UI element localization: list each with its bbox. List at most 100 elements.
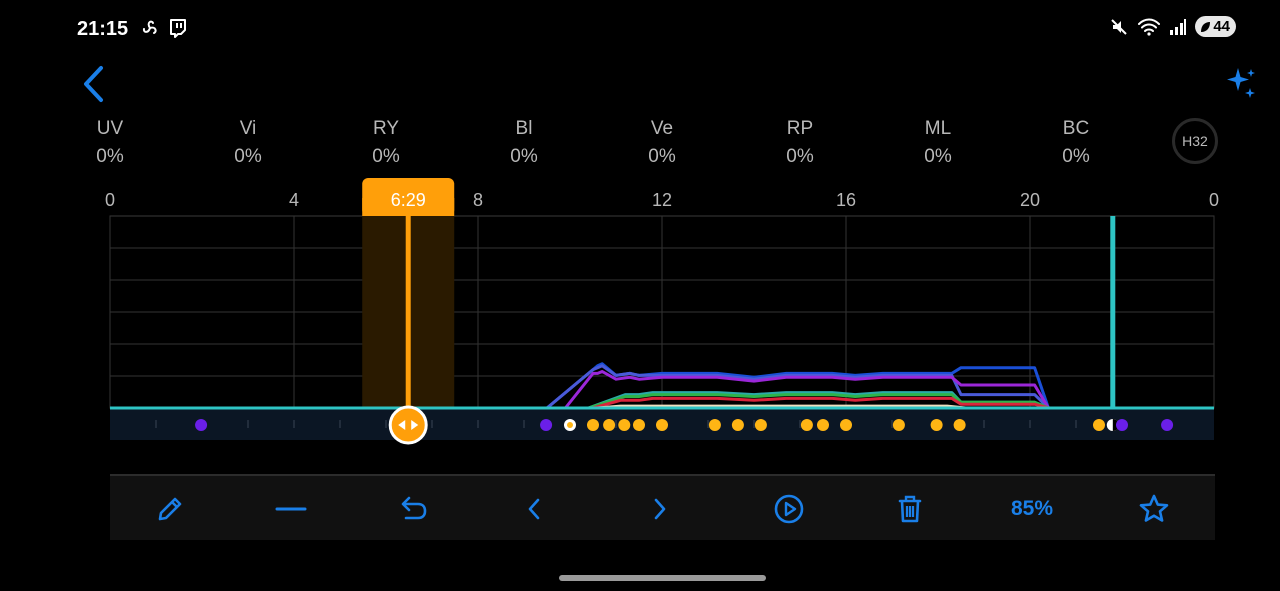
chevron-right-icon (654, 498, 666, 520)
schedule-point-on[interactable] (930, 419, 943, 431)
channel-value: 0% (372, 146, 400, 167)
minus-icon (275, 507, 307, 511)
series-line-6 (592, 396, 1049, 410)
bottom-toolbar: 85% (110, 474, 1215, 540)
light-schedule-chart[interactable]: 0 4 8 12 16 20 0 6:29 (0, 178, 1280, 448)
schedule-point-on[interactable] (892, 419, 905, 431)
channel-value: 0% (96, 146, 124, 167)
series-line-1 (546, 362, 1050, 410)
x-tick-label: 8 (473, 190, 483, 210)
schedule-point-on[interactable] (840, 419, 852, 431)
battery-icon: 44 (1195, 16, 1236, 37)
channel-value: 0% (1062, 146, 1090, 167)
channel-bl: Bl 0% (484, 118, 564, 168)
time-cursor-label: 6:29 (391, 190, 426, 210)
x-tick-label: 16 (836, 190, 856, 210)
schedule-point-on[interactable] (953, 419, 966, 431)
previous-point-button[interactable] (512, 488, 556, 530)
delete-button[interactable] (888, 488, 932, 530)
preview-button[interactable] (767, 488, 811, 530)
schedule-point-on[interactable] (754, 419, 767, 431)
edit-button[interactable] (148, 488, 192, 530)
battery-level: 44 (1213, 18, 1230, 35)
home-indicator[interactable] (559, 575, 766, 581)
time-cursor-handle[interactable] (388, 405, 428, 445)
schedule-point-on[interactable] (1093, 419, 1105, 431)
schedule-point-on[interactable] (587, 419, 599, 431)
sparkle-icon (1227, 68, 1255, 98)
channel-value: 0% (924, 146, 952, 167)
channel-value: 0% (648, 146, 676, 167)
undo-button[interactable] (390, 488, 434, 530)
ai-sparkle-button[interactable] (1222, 66, 1262, 102)
x-tick-label: 0 (105, 190, 115, 210)
channel-label: Vi (239, 118, 257, 139)
favorite-button[interactable] (1132, 488, 1176, 530)
chevron-left-icon (84, 66, 103, 102)
channel-rp: RP 0% (760, 118, 840, 168)
channel-uv: UV 0% (70, 118, 150, 168)
time-cursor-label-bg-bottom (362, 198, 455, 216)
status-icons-left (140, 18, 188, 38)
status-bar: 21:15 (0, 0, 1280, 60)
x-tick-label: 12 (652, 190, 672, 210)
schedule-point-on[interactable] (618, 419, 631, 431)
schedule-point-on[interactable] (800, 419, 813, 431)
device-badge[interactable]: H32 (1172, 118, 1218, 164)
schedule-point-on[interactable] (708, 419, 721, 431)
channel-vi: Vi 0% (208, 118, 288, 168)
x-tick-label: 4 (289, 190, 299, 210)
channel-label: Ve (650, 118, 674, 139)
wifi-icon (1138, 18, 1161, 36)
status-time: 21:15 (77, 18, 129, 40)
series-line-5 (587, 393, 1049, 410)
next-point-button[interactable] (638, 488, 682, 530)
channel-label: Bl (515, 118, 533, 139)
mute-icon (1111, 18, 1128, 35)
channel-value: 0% (510, 146, 538, 167)
schedule-point-off[interactable] (1116, 419, 1128, 431)
battery-leaf-icon (1201, 21, 1211, 32)
remove-point-button[interactable] (269, 488, 313, 530)
channel-values: UV 0% Vi 0% RY 0% Bl 0% Ve 0% RP 0% ML 0… (0, 118, 1280, 174)
zoom-label: 85% (1010, 497, 1054, 520)
schedule-point-off[interactable] (1161, 419, 1174, 431)
zoom-button[interactable]: 85% (1000, 488, 1064, 530)
schedule-point-on[interactable] (656, 419, 668, 431)
twitch-icon (170, 19, 186, 38)
channel-ry: RY 0% (346, 118, 426, 168)
channel-label: RP (786, 118, 814, 139)
schedule-point-on[interactable] (603, 419, 616, 431)
channel-value: 0% (786, 146, 814, 167)
series-line-3 (564, 370, 1050, 409)
pencil-icon (158, 497, 182, 521)
x-tick-label: 20 (1020, 190, 1040, 210)
chevron-left-icon (528, 498, 540, 520)
schedule-point-on[interactable] (633, 419, 645, 431)
star-icon (1139, 494, 1169, 522)
schedule-point-on[interactable] (731, 419, 744, 431)
fan-icon (142, 20, 157, 34)
undo-icon (401, 496, 427, 520)
channel-label: UV (96, 118, 124, 139)
channel-label: RY (372, 118, 400, 139)
schedule-point-off[interactable] (540, 419, 553, 431)
drag-left-icon (398, 420, 406, 430)
status-icons-right: 44 (1109, 16, 1236, 37)
chart-svg[interactable]: 0 4 8 12 16 20 0 6:29 (0, 178, 1280, 448)
drag-right-icon (411, 420, 419, 430)
x-tick-label: 0 (1209, 190, 1219, 210)
trash-icon (898, 495, 922, 523)
schedule-point-off[interactable] (195, 419, 208, 431)
channel-value: 0% (234, 146, 262, 167)
channel-ml: ML 0% (898, 118, 978, 168)
schedule-point-on[interactable] (817, 419, 829, 431)
channel-ve: Ve 0% (622, 118, 702, 168)
back-button[interactable] (74, 62, 114, 106)
selected-point-core (567, 422, 573, 428)
signal-icon (1170, 18, 1187, 35)
channel-bc: BC 0% (1036, 118, 1116, 168)
channel-label: BC (1062, 118, 1090, 139)
play-circle-icon (774, 494, 804, 524)
channel-label: ML (924, 118, 952, 139)
